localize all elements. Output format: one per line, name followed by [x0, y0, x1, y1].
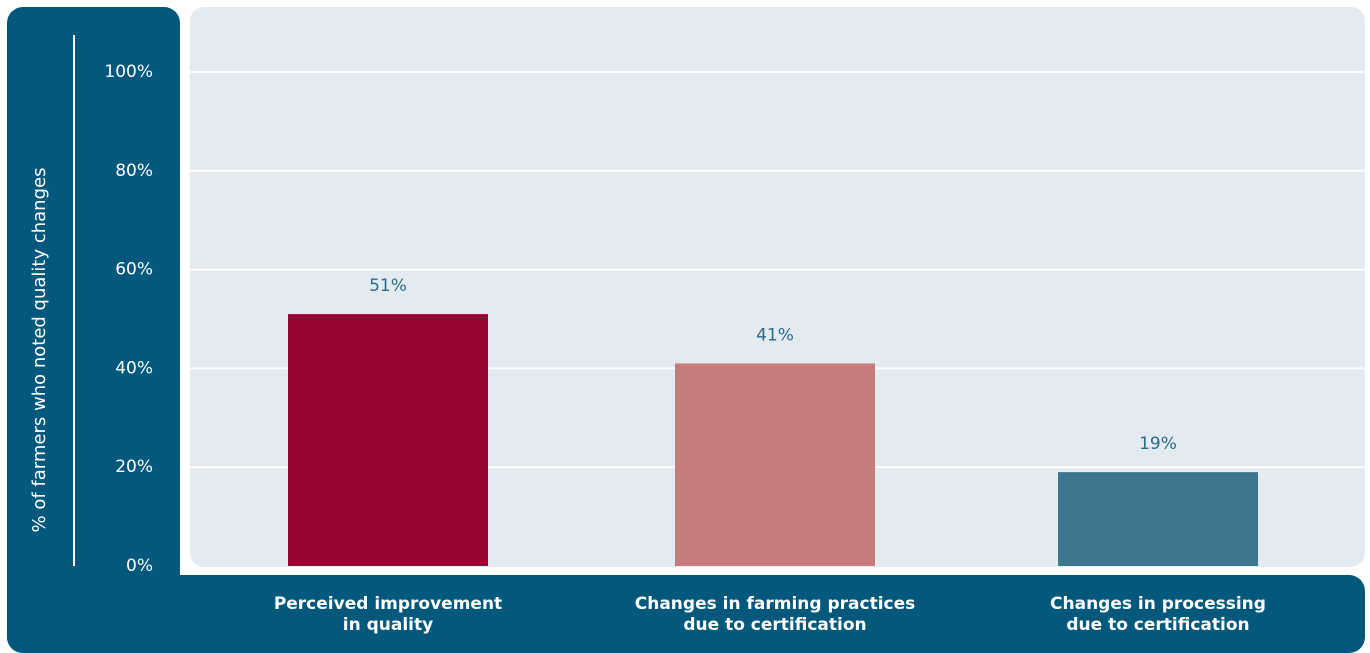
y-tick-label: 0% [126, 556, 153, 576]
x-tick-label: Changes in farming practices due to cert… [634, 594, 916, 635]
y-tick-label: 60% [115, 260, 153, 280]
bar [1058, 472, 1258, 566]
y-axis-label: % of farmers who noted quality changes [29, 168, 50, 533]
value-label: 51% [369, 276, 407, 296]
bar [288, 314, 488, 566]
bar [675, 363, 875, 566]
y-tick-label: 80% [115, 161, 153, 181]
value-label: 19% [1139, 434, 1177, 454]
value-label: 41% [756, 325, 794, 345]
x-tick-label: Perceived improvement in quality [273, 594, 503, 635]
side-panel [7, 7, 180, 653]
bottom-panel [7, 575, 1365, 653]
y-tick-label: 100% [104, 62, 153, 82]
y-tick-label: 40% [115, 358, 153, 378]
y-tick-label: 20% [115, 457, 153, 477]
x-tick-label: Changes in processing due to certificati… [1050, 594, 1266, 635]
